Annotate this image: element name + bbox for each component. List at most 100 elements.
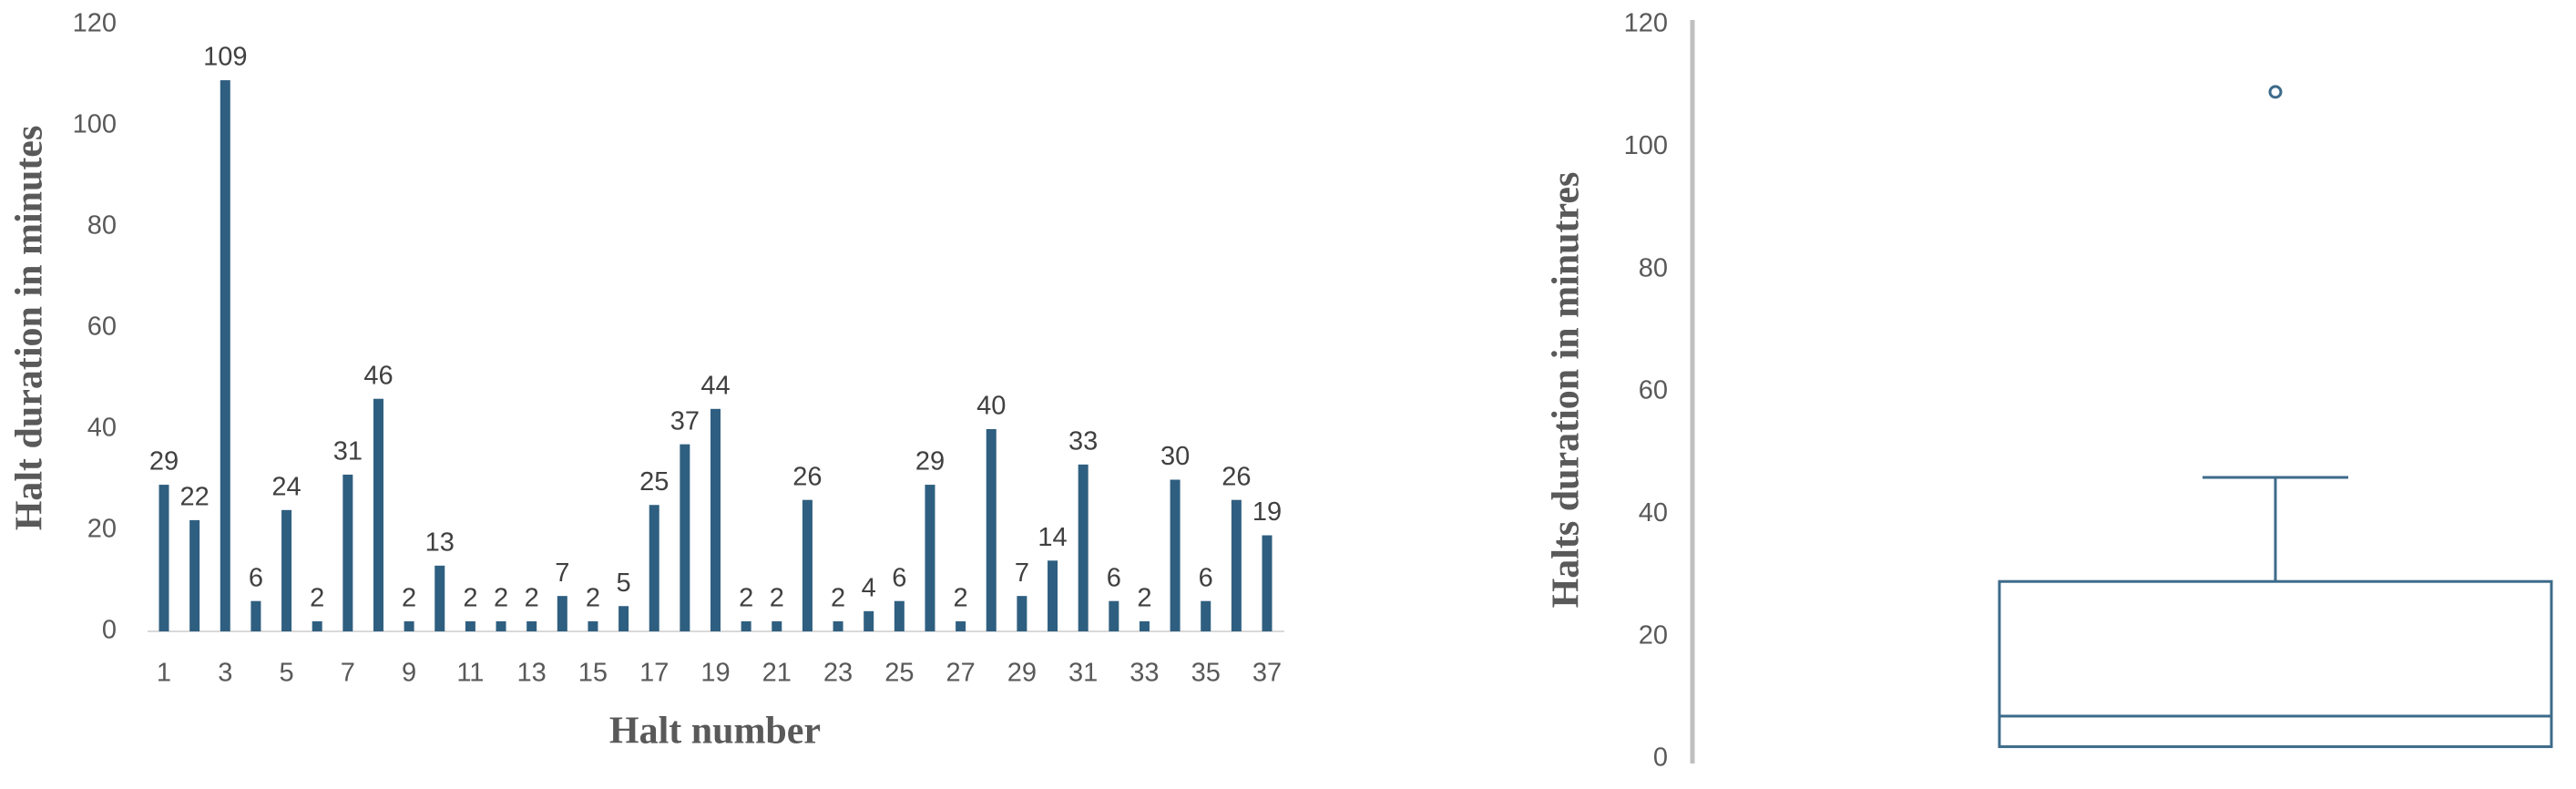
bar	[710, 408, 721, 631]
y-tick-label: 60	[1639, 376, 1668, 405]
x-tick-label: 31	[1068, 659, 1098, 688]
bar	[373, 398, 383, 631]
data-label: 6	[1199, 563, 1213, 592]
bar	[557, 596, 567, 631]
bar	[312, 620, 322, 631]
x-tick-label: 29	[1007, 659, 1037, 688]
outlier	[2268, 85, 2283, 99]
bar	[342, 474, 353, 631]
bar	[404, 620, 414, 631]
data-label: 13	[425, 528, 455, 558]
bar	[250, 600, 261, 631]
x-tick-label: 15	[578, 659, 608, 688]
data-label: 26	[792, 462, 822, 491]
data-label: 6	[249, 563, 263, 592]
y-tick-label: 20	[87, 515, 117, 544]
y-tick-label: 40	[87, 414, 117, 443]
x-tick-label: 11	[456, 659, 484, 688]
bar	[465, 620, 475, 631]
y-tick-label: 40	[1639, 498, 1668, 528]
data-label: 2	[739, 584, 753, 613]
data-label: 33	[1068, 427, 1098, 456]
bar	[772, 620, 782, 631]
bar	[1170, 479, 1181, 631]
data-label: 19	[1252, 497, 1282, 527]
data-label: 22	[180, 483, 210, 512]
y-tick-label: 100	[73, 110, 117, 139]
x-tick-label: 35	[1191, 659, 1221, 688]
y-tick-label: 80	[87, 211, 117, 241]
data-label: 6	[892, 563, 906, 592]
data-label: 2	[954, 584, 968, 613]
bar	[802, 499, 813, 631]
data-label: 2	[586, 584, 600, 613]
bar	[496, 620, 506, 631]
x-tick-label: 7	[341, 659, 355, 688]
bar	[618, 606, 629, 631]
bar	[986, 429, 997, 631]
y-tick-label: 120	[73, 9, 117, 38]
bar	[741, 620, 751, 631]
x-tick-label: 3	[218, 659, 232, 688]
data-label: 2	[463, 584, 477, 613]
y-tick-label: 20	[1639, 620, 1668, 650]
x-tick-label: 5	[279, 659, 293, 688]
bar	[1109, 600, 1119, 631]
data-label: 2	[525, 584, 539, 613]
data-label: 2	[770, 584, 784, 613]
data-label: 26	[1222, 462, 1251, 491]
x-tick-label: 23	[823, 659, 853, 688]
bar	[956, 620, 966, 631]
data-label: 30	[1160, 442, 1190, 471]
x-tick-label: 13	[517, 659, 547, 688]
bar	[588, 620, 598, 631]
y-tick-label: 100	[1624, 131, 1668, 160]
x-tick-label: 33	[1130, 659, 1159, 688]
bar	[894, 600, 905, 631]
bar	[925, 485, 935, 631]
data-label: 31	[333, 437, 363, 466]
data-label: 25	[639, 467, 669, 497]
bar	[1048, 560, 1058, 631]
data-label: 2	[1137, 584, 1151, 613]
data-label: 44	[700, 371, 730, 400]
bar	[1017, 596, 1027, 631]
bar	[220, 80, 230, 632]
bar	[1139, 620, 1150, 631]
y-tick-label: 120	[1624, 9, 1668, 38]
x-tick-label: 25	[884, 659, 914, 688]
bar	[1231, 499, 1242, 631]
y-axis-title: Halts duration in minutres	[1546, 172, 1588, 609]
data-label: 4	[862, 573, 876, 602]
bar	[526, 620, 537, 631]
data-label: 109	[203, 43, 247, 72]
bar	[1078, 464, 1089, 631]
data-label: 37	[670, 406, 700, 435]
bar	[281, 509, 292, 631]
data-label: 6	[1107, 563, 1121, 592]
data-label: 7	[1015, 558, 1029, 588]
x-tick-label: 27	[946, 659, 975, 688]
box	[1998, 579, 2553, 749]
bar	[680, 444, 690, 631]
data-label: 40	[976, 392, 1006, 421]
x-tick-label: 21	[762, 659, 792, 688]
bar	[158, 485, 169, 631]
y-axis-title: Halt duration in minutes	[9, 126, 51, 531]
bar	[833, 620, 843, 631]
x-tick-label: 17	[639, 659, 669, 688]
data-label: 46	[363, 361, 393, 390]
bar	[1201, 600, 1211, 631]
y-tick-label: 0	[1653, 743, 1668, 773]
bar	[189, 519, 200, 631]
data-label: 29	[915, 447, 945, 476]
data-label: 24	[271, 472, 301, 501]
x-tick-label: 37	[1252, 659, 1282, 688]
x-tick-label: 1	[157, 659, 171, 688]
y-tick-label: 60	[87, 313, 117, 342]
bar	[864, 610, 874, 631]
data-label: 2	[831, 584, 845, 613]
bar	[1262, 535, 1273, 631]
bar	[434, 565, 445, 631]
